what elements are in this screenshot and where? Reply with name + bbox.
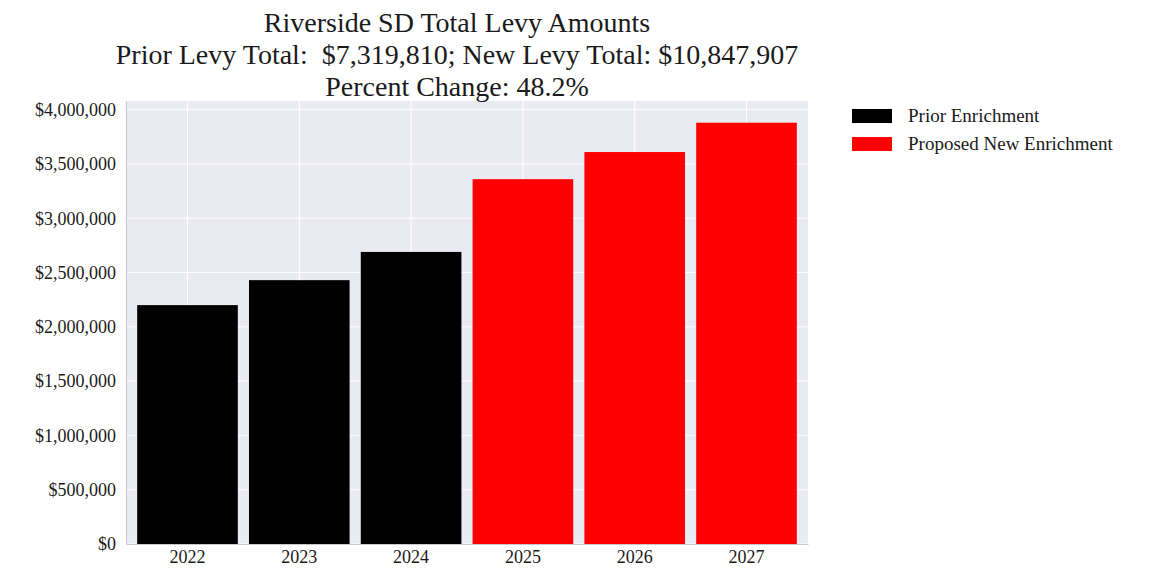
x-axis-line	[127, 544, 809, 545]
plot-background	[126, 101, 808, 544]
y-tick: $2,500,000	[35, 263, 126, 283]
x-tick: 2025	[505, 544, 541, 567]
x-tick-label: 2023	[281, 547, 317, 567]
bar	[584, 152, 685, 544]
x-axis: 2022 2023 2024 2025 2026 2027	[127, 544, 809, 567]
y-tick: $1,500,000	[35, 371, 126, 391]
x-tick: 2023	[281, 544, 317, 567]
legend-swatch	[852, 109, 892, 123]
y-tick-label: $4,000,000	[35, 100, 116, 120]
y-tick-label: $1,000,000	[35, 426, 116, 446]
y-tick: $500,000	[49, 480, 127, 500]
bar	[696, 123, 797, 544]
x-tick-label: 2024	[393, 547, 429, 567]
x-tick: 2022	[169, 544, 205, 567]
x-tick: 2026	[617, 544, 653, 567]
bar	[361, 252, 462, 544]
y-tick-label: $0	[98, 534, 116, 554]
y-tick-label: $2,500,000	[35, 263, 116, 283]
x-tick: 2024	[393, 544, 429, 567]
x-tick: 2027	[729, 544, 765, 567]
y-axis: $0 $500,000 $1,000,000 $1,500,000 $2,000,000…	[35, 100, 127, 554]
y-axis-line	[126, 102, 127, 545]
bar	[473, 179, 574, 544]
y-tick: $0	[98, 534, 126, 554]
y-tick: $3,500,000	[35, 154, 126, 174]
y-tick: $1,000,000	[35, 426, 126, 446]
y-grid-line	[126, 109, 808, 110]
grid	[126, 101, 808, 544]
y-tick-label: $2,000,000	[35, 317, 116, 337]
y-tick: $2,000,000	[35, 317, 126, 337]
y-tick: $4,000,000	[35, 100, 126, 120]
x-tick-label: 2026	[617, 547, 653, 567]
y-tick-label: $1,500,000	[35, 371, 116, 391]
bar	[137, 305, 238, 544]
y-tick-label: $3,500,000	[35, 154, 116, 174]
x-tick-label: 2025	[505, 547, 541, 567]
bars	[137, 123, 797, 544]
y-tick: $3,000,000	[35, 209, 126, 229]
y-tick-label: $500,000	[49, 480, 117, 500]
legend-label: Prior Enrichment	[908, 105, 1040, 126]
title: Riverside SD Total Levy AmountsPrior Lev…	[116, 7, 799, 102]
legend-swatch	[852, 137, 892, 151]
x-tick-label: 2027	[729, 547, 765, 567]
legend-label: Proposed New Enrichment	[908, 133, 1113, 154]
bar	[249, 280, 350, 544]
y-tick-label: $3,000,000	[35, 209, 116, 229]
legend: Prior Enrichment Proposed New Enrichment	[852, 105, 1113, 154]
x-tick-label: 2022	[169, 547, 205, 567]
chart: $0 $500,000 $1,000,000 $1,500,000 $2,000,000…	[0, 0, 1152, 576]
